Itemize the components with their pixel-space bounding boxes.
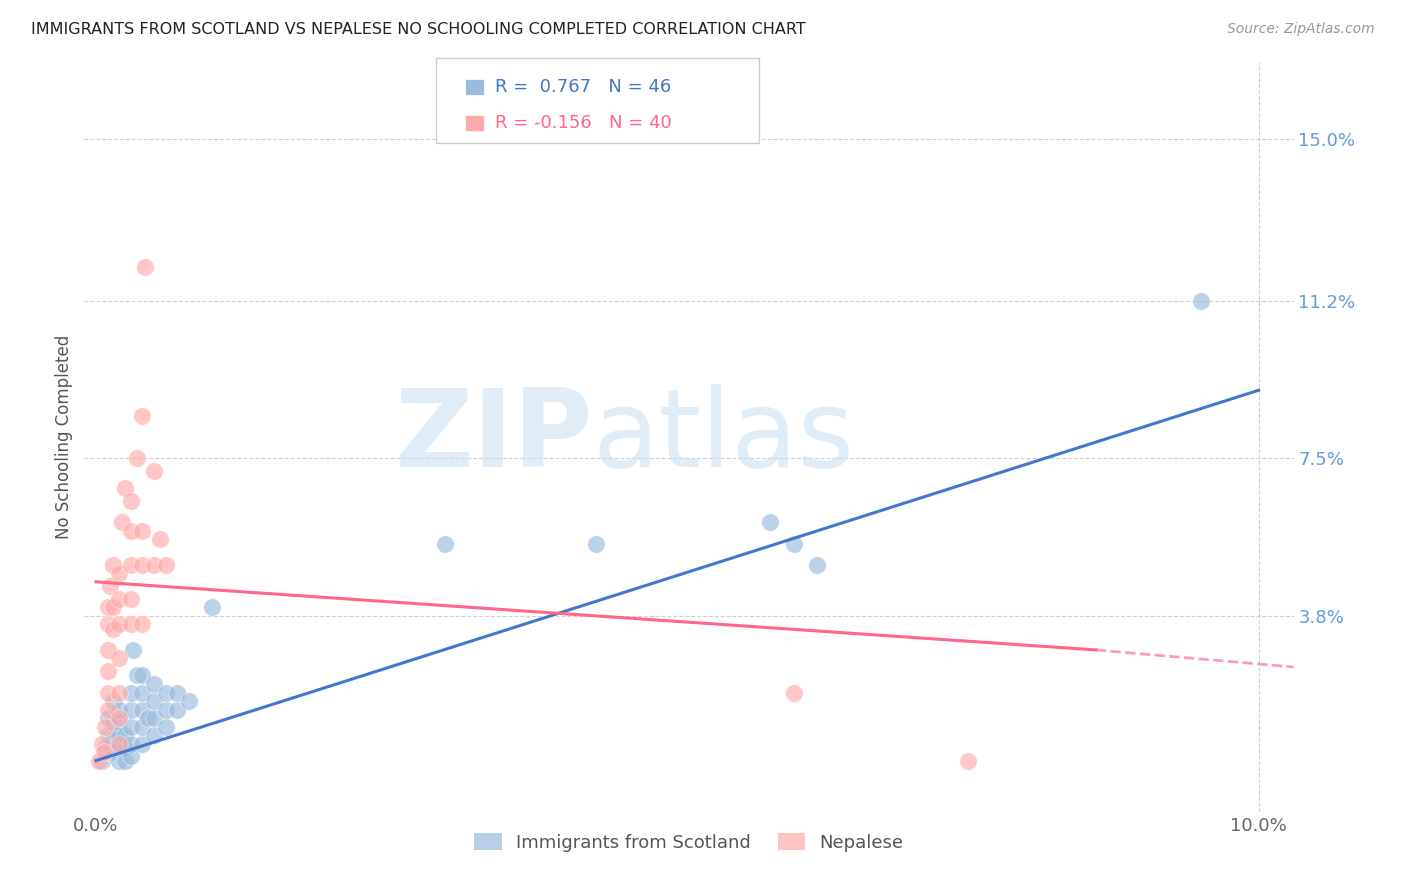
Point — [90, 737, 112, 751]
Point — [120, 591, 142, 606]
Point — [114, 740, 136, 755]
Point — [94, 740, 117, 755]
Point — [108, 737, 131, 751]
Point — [131, 668, 153, 682]
Point — [97, 711, 120, 725]
Point — [97, 600, 120, 615]
Point — [94, 720, 117, 734]
Point — [131, 685, 153, 699]
Point — [114, 728, 136, 742]
Point — [103, 694, 125, 708]
Point — [120, 720, 142, 734]
Point — [120, 685, 142, 699]
Point — [93, 745, 115, 759]
Text: Source: ZipAtlas.com: Source: ZipAtlas.com — [1227, 22, 1375, 37]
Point — [108, 566, 131, 581]
Y-axis label: No Schooling Completed: No Schooling Completed — [55, 335, 73, 539]
Point — [782, 536, 804, 550]
Point — [120, 617, 142, 632]
Point — [125, 451, 148, 466]
Point — [108, 651, 131, 665]
Point — [143, 677, 166, 691]
Point — [103, 715, 125, 730]
Point — [108, 685, 131, 699]
Text: R =  0.767   N = 46: R = 0.767 N = 46 — [495, 78, 671, 96]
Point — [108, 617, 131, 632]
Point — [143, 694, 166, 708]
Point — [110, 515, 132, 529]
Point — [120, 524, 142, 538]
Point — [134, 260, 156, 274]
Point — [131, 409, 153, 423]
Point — [120, 558, 142, 572]
Point — [114, 754, 136, 768]
Point — [108, 728, 131, 742]
Point — [131, 720, 153, 734]
Text: IMMIGRANTS FROM SCOTLAND VS NEPALESE NO SCHOOLING COMPLETED CORRELATION CHART: IMMIGRANTS FROM SCOTLAND VS NEPALESE NO … — [31, 22, 806, 37]
Point — [155, 720, 177, 734]
Point — [143, 728, 166, 742]
Point — [585, 536, 607, 550]
Point — [97, 664, 120, 679]
Point — [108, 715, 131, 730]
Point — [114, 481, 136, 495]
Point — [120, 749, 142, 764]
Point — [122, 643, 145, 657]
Point — [98, 579, 121, 593]
Point — [136, 711, 159, 725]
Point — [108, 754, 131, 768]
Point — [131, 702, 153, 716]
Text: atlas: atlas — [592, 384, 855, 490]
Point — [108, 740, 131, 755]
Point — [97, 702, 120, 716]
Point — [956, 754, 979, 768]
Point — [155, 558, 177, 572]
Point — [155, 702, 177, 716]
Point — [120, 702, 142, 716]
Point — [89, 754, 111, 768]
Point — [103, 622, 125, 636]
Point — [120, 494, 142, 508]
Point — [166, 702, 188, 716]
Point — [90, 754, 112, 768]
Point — [108, 591, 131, 606]
Point — [433, 536, 456, 550]
Point — [108, 711, 131, 725]
Point — [97, 643, 120, 657]
Point — [108, 702, 131, 716]
Point — [97, 685, 120, 699]
Point — [131, 558, 153, 572]
Point — [201, 600, 224, 615]
Point — [143, 558, 166, 572]
Point — [166, 685, 188, 699]
Point — [155, 685, 177, 699]
Point — [1189, 293, 1212, 308]
Point — [143, 711, 166, 725]
Text: R = -0.156   N = 40: R = -0.156 N = 40 — [495, 114, 672, 132]
Point — [131, 617, 153, 632]
Point — [131, 737, 153, 751]
Point — [149, 533, 172, 547]
Point — [120, 737, 142, 751]
Point — [103, 732, 125, 747]
Point — [143, 464, 166, 478]
Point — [782, 685, 804, 699]
Point — [97, 728, 120, 742]
Point — [759, 515, 782, 529]
Legend: Immigrants from Scotland, Nepalese: Immigrants from Scotland, Nepalese — [467, 826, 911, 859]
Point — [131, 524, 153, 538]
Point — [103, 558, 125, 572]
Point — [97, 617, 120, 632]
Text: ZIP: ZIP — [394, 384, 592, 490]
Point — [177, 694, 200, 708]
Point — [806, 558, 828, 572]
Point — [98, 745, 121, 759]
Point — [125, 668, 148, 682]
Point — [103, 600, 125, 615]
